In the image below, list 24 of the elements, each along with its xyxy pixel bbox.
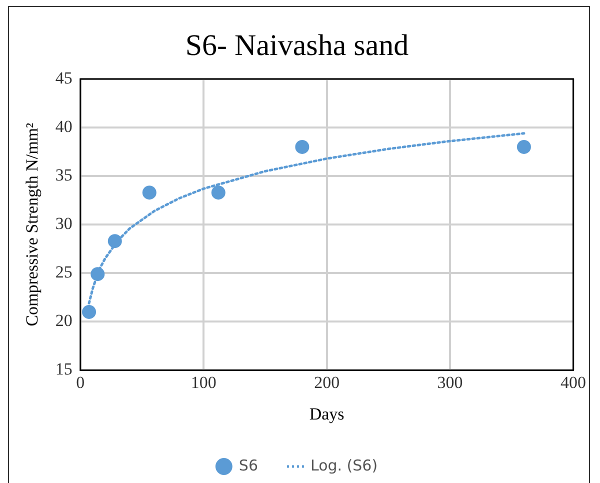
y-tick-label: 45: [55, 68, 72, 88]
point: [211, 186, 226, 200]
point: [90, 267, 105, 282]
y-tick-label: 40: [55, 117, 72, 136]
x-tick-label: 200: [314, 372, 340, 392]
point: [295, 140, 310, 154]
y-tick-label: 30: [55, 214, 72, 234]
point: [142, 186, 156, 200]
x-tick-label: 100: [190, 372, 216, 392]
x-tick-label: 400: [560, 372, 586, 392]
x-tick-label: 0: [76, 372, 85, 392]
y-tick-label: 35: [55, 166, 72, 185]
y-tick-label: 25: [55, 262, 72, 282]
y-axis-title: Compressive Strength N/mm²: [22, 122, 42, 326]
legend-label: Log. (S6): [310, 456, 378, 474]
chart-title: S6- Naivasha sand: [185, 28, 409, 62]
legend-label: S6: [238, 456, 258, 474]
x-axis-title: Days: [309, 404, 344, 424]
y-tick-label: 15: [55, 360, 72, 379]
y-tick-label: 20: [55, 311, 72, 330]
point: [82, 304, 96, 319]
point: [516, 140, 531, 154]
point: [108, 234, 122, 248]
x-tick-label: 300: [437, 372, 463, 392]
